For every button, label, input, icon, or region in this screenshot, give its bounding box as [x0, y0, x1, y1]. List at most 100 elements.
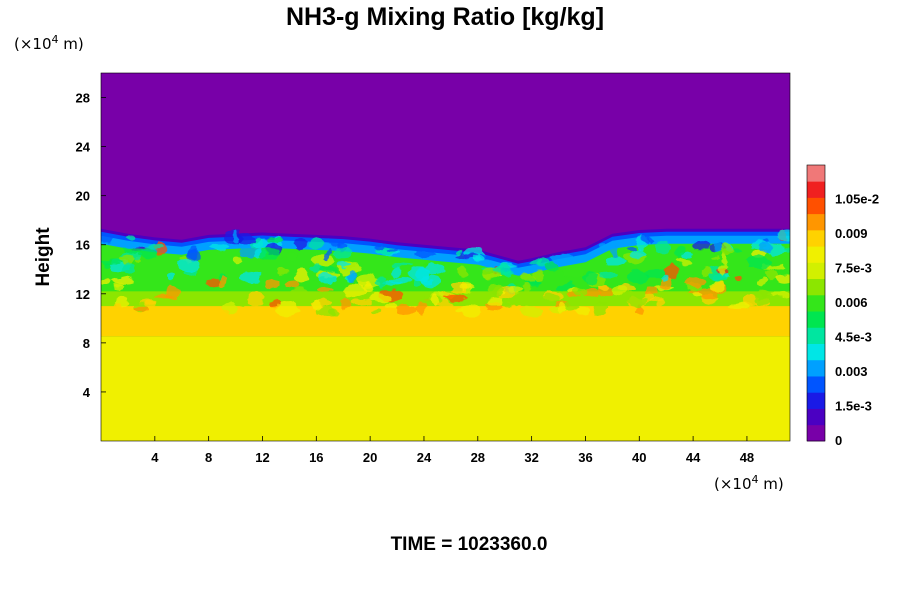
turbulence-patch: [486, 296, 503, 307]
colorbar-frame: [806, 164, 826, 442]
turbulence-patch: [685, 276, 706, 288]
lower-layer: [101, 336, 790, 441]
turbulence-patch: [444, 294, 468, 301]
turbulence-patch: [235, 292, 247, 306]
turbulence-patch: [677, 258, 692, 264]
turbulence-patch: [369, 293, 393, 304]
turbulence-patch: [545, 262, 559, 272]
turbulence-patch: [343, 284, 367, 297]
y-tick-label: 20: [76, 189, 90, 204]
x-tick-label: 12: [255, 450, 269, 465]
turbulence-patch: [572, 287, 590, 297]
turbulence-patch: [627, 245, 637, 250]
turbulence-patch: [730, 247, 742, 253]
turbulence-patch: [756, 290, 771, 305]
turbulence-patch: [675, 245, 684, 259]
turbulence-patch: [371, 308, 381, 314]
turbulence-patch: [232, 232, 240, 243]
turbulence-patch: [541, 293, 559, 303]
turbulence-patch: [177, 259, 201, 272]
turbulence-patch: [396, 304, 417, 317]
x-tick-label: 40: [632, 450, 646, 465]
x-tick-label: 24: [417, 450, 432, 465]
turbulence-patch: [310, 237, 324, 250]
turbulence-patch: [707, 281, 725, 292]
turbulence-patch: [598, 242, 609, 248]
turbulence-patch: [748, 255, 770, 269]
turbulence-patch: [415, 300, 426, 314]
colorbar-label: 0.009: [835, 226, 868, 241]
turbulence-patch: [460, 303, 480, 317]
turbulence-patch: [168, 272, 176, 280]
turbulence-patch: [210, 243, 230, 251]
x-tick-label: 36: [578, 450, 592, 465]
x-axis-unit: (×104 m): [714, 473, 784, 493]
turbulence-patch: [120, 255, 134, 264]
turbulence-patch: [112, 302, 122, 316]
turbulence-patch: [469, 256, 484, 262]
turbulence-patch: [759, 243, 772, 254]
turbulence-patch: [373, 244, 385, 250]
y-axis-ticks: 4 8 12 16 20 24 28: [76, 91, 106, 400]
turbulence-patch: [145, 245, 164, 250]
turbulence-patch: [133, 306, 150, 313]
turbulence-patch: [720, 265, 727, 276]
turbulence-patch: [318, 273, 336, 284]
turbulence-patch: [598, 284, 610, 289]
turbulence-patch: [391, 262, 414, 268]
turbulence-patch: [641, 233, 650, 246]
turbulence-patch: [187, 250, 201, 262]
colorbar-label: 4.5e-3: [835, 330, 872, 345]
x-tick-label: 48: [740, 450, 754, 465]
turbulence-patch: [376, 276, 386, 289]
turbulence-patch: [350, 298, 372, 307]
turbulence-patch: [266, 304, 278, 310]
turbulence-patch: [766, 291, 790, 298]
turbulence-patch: [329, 308, 341, 316]
turbulence-patch: [609, 243, 620, 257]
y-tick-label: 8: [83, 336, 90, 351]
turbulence-patch: [269, 298, 280, 307]
turbulence-patch: [591, 299, 613, 306]
turbulence-patch: [625, 296, 649, 307]
x-tick-label: 16: [309, 450, 323, 465]
turbulence-patch: [524, 283, 532, 294]
turbulence-patch: [536, 259, 549, 267]
turbulence-patch: [627, 270, 649, 284]
turbulence-patch: [612, 285, 629, 296]
chart-title: NH3-g Mixing Ratio [kg/kg]: [286, 3, 604, 31]
turbulence-patch: [425, 262, 445, 275]
turbulence-patch: [219, 275, 227, 288]
turbulence-patch: [521, 274, 537, 283]
turbulence-patch: [275, 302, 299, 316]
turbulence-patch: [784, 248, 790, 255]
y-tick-label: 16: [76, 238, 90, 253]
x-axis-ticks: 4 8 12 16 20 24 28 32 36 40 44 48: [151, 436, 754, 465]
turbulence-patch: [311, 299, 323, 311]
turbulence-patch: [710, 255, 717, 260]
turbulence-patch: [702, 268, 712, 275]
turbulence-patch: [390, 266, 402, 278]
colorbar-segment: [807, 181, 825, 198]
x-tick-label: 28: [471, 450, 485, 465]
turbulence-patch: [101, 278, 112, 287]
turbulence-patch: [389, 277, 412, 285]
turbulence-patch: [140, 248, 156, 259]
turbulence-patch: [122, 262, 136, 276]
turbulence-patch: [317, 286, 334, 293]
turbulence-patch: [650, 295, 663, 304]
turbulence-patch: [385, 303, 398, 310]
turbulence-patch: [113, 284, 124, 291]
turbulence-patch: [206, 279, 222, 287]
turbulence-patch: [614, 299, 622, 305]
colorbar-segment: [807, 424, 825, 442]
colorbar-segment: [807, 165, 825, 182]
colorbar-segment: [807, 343, 825, 361]
turbulence-patch: [520, 306, 544, 318]
turbulence-patch: [122, 246, 144, 254]
transition-layer: [101, 306, 790, 337]
colorbar-labels: 0 1.5e-3 0.003 4.5e-3 0.006 7.5e-3 0.009 1.05e-…: [835, 192, 879, 449]
turbulence-patch: [260, 248, 280, 262]
turbulence-patch: [655, 240, 672, 255]
